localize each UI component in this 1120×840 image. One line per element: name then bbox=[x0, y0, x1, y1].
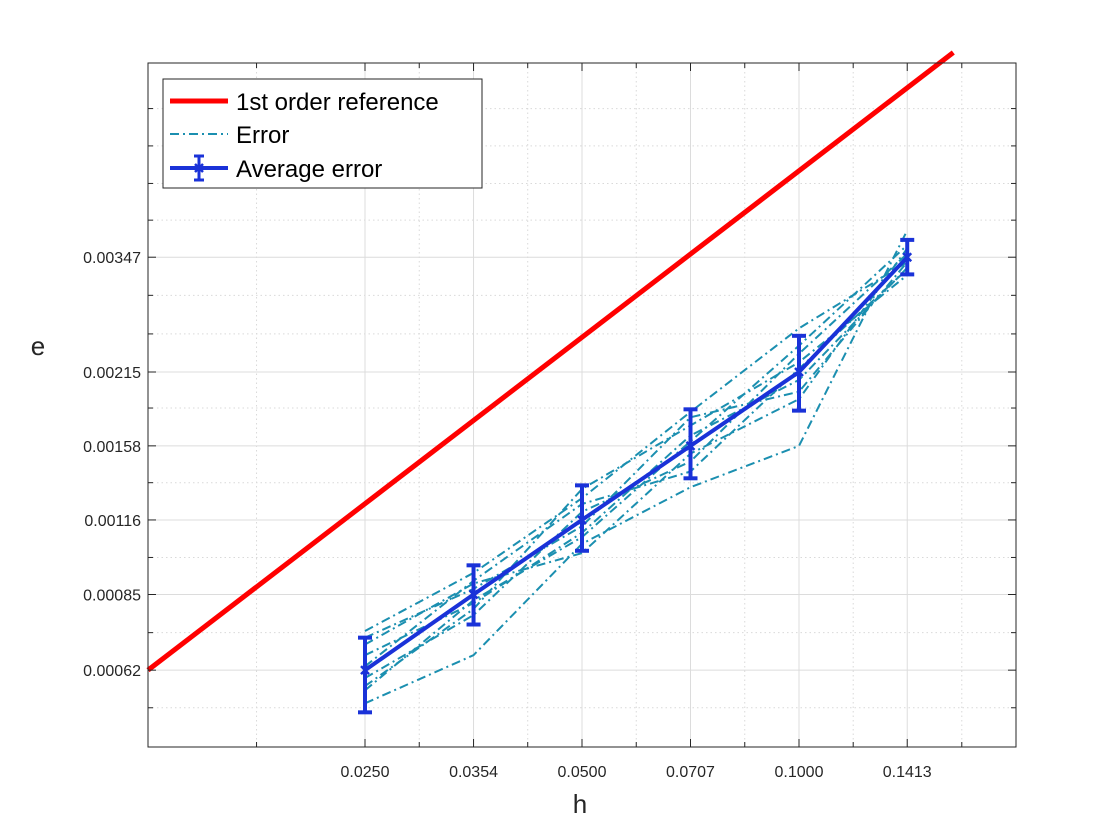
average-error-marker bbox=[794, 367, 804, 377]
average-error-line bbox=[363, 255, 909, 672]
legend-average-label: Average error bbox=[236, 156, 382, 183]
error-run-line bbox=[364, 261, 908, 632]
x-tick-label: 0.0354 bbox=[449, 764, 498, 781]
average-error-marker bbox=[685, 440, 696, 451]
x-tick-label: 0.0707 bbox=[666, 764, 715, 781]
error-run-line bbox=[364, 253, 908, 679]
reference-line bbox=[146, 50, 955, 673]
average-error-marker bbox=[468, 589, 479, 600]
plot-frame bbox=[147, 62, 1017, 748]
legend-error-label: Error bbox=[236, 122, 289, 149]
y-tick-label: 0.00215 bbox=[83, 365, 141, 382]
x-tick-labels: 0.0250 0.0354 0.0500 0.0707 0.1000 0.1413 bbox=[341, 764, 932, 781]
x-axis-title: h bbox=[573, 789, 587, 819]
average-error-marker bbox=[577, 515, 587, 525]
legend-reference-label: 1st order reference bbox=[236, 89, 439, 116]
tick-layer bbox=[148, 63, 1016, 747]
error-run-line bbox=[364, 267, 908, 657]
legend: 1st order reference Error Average error bbox=[162, 78, 483, 189]
y-tick-label: 0.00116 bbox=[84, 513, 141, 530]
x-tick-label: 0.0500 bbox=[558, 764, 607, 781]
x-tick-label: 0.1000 bbox=[775, 764, 824, 781]
x-tick-label: 0.0250 bbox=[341, 764, 390, 781]
y-tick-label: 0.00062 bbox=[83, 663, 141, 680]
error-run-line bbox=[364, 261, 908, 639]
legend-average-swatch bbox=[170, 154, 228, 182]
y-tick-label: 0.00158 bbox=[83, 439, 141, 456]
x-tick-label: 0.1413 bbox=[883, 764, 932, 781]
y-tick-label: 0.00347 bbox=[83, 250, 141, 267]
error-run-line bbox=[364, 247, 909, 646]
error-run-line bbox=[364, 229, 909, 705]
error-run-line bbox=[364, 244, 908, 692]
series-layer bbox=[146, 50, 955, 715]
average-error-marker bbox=[902, 252, 913, 263]
y-tick-labels: 0.00062 0.00085 0.00116 0.00158 0.00215 0.003… bbox=[83, 250, 141, 680]
average-error-marker bbox=[360, 665, 370, 676]
y-tick-label: 0.00085 bbox=[83, 588, 141, 605]
y-axis-title: e bbox=[31, 331, 45, 361]
